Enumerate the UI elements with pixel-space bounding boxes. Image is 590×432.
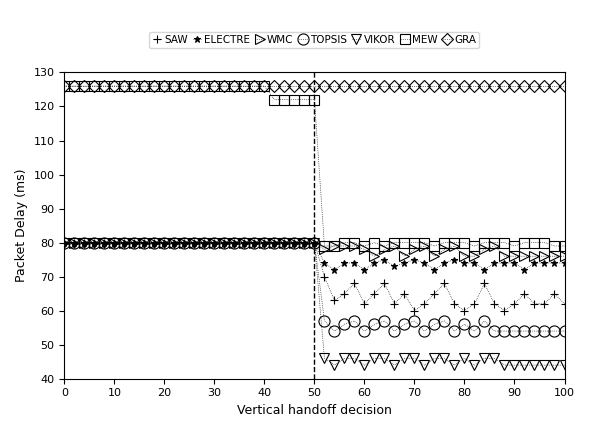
WMC	[431, 254, 438, 259]
ELECTRE	[431, 267, 438, 273]
ELECTRE	[221, 240, 228, 245]
TOPSIS	[551, 328, 558, 334]
MEW	[171, 83, 178, 89]
TOPSIS	[331, 328, 338, 334]
Line: GRA: GRA	[60, 82, 569, 90]
VIKOR	[211, 240, 218, 245]
X-axis label: Vertical handoff decision: Vertical handoff decision	[237, 404, 392, 417]
SAW	[411, 308, 418, 313]
VIKOR	[561, 362, 568, 368]
ELECTRE	[551, 260, 558, 266]
GRA	[221, 83, 228, 89]
WMC	[401, 254, 408, 259]
TOPSIS	[401, 322, 408, 327]
WMC	[61, 240, 68, 245]
Line: WMC: WMC	[60, 238, 569, 261]
ELECTRE	[331, 267, 338, 273]
VIKOR	[61, 240, 68, 245]
MEW	[221, 83, 228, 89]
VIKOR	[171, 240, 178, 245]
WMC	[561, 254, 568, 259]
ELECTRE	[401, 260, 408, 266]
VIKOR	[331, 362, 338, 368]
SAW	[391, 301, 398, 306]
MEW	[401, 240, 408, 245]
WMC	[551, 254, 558, 259]
VIKOR	[431, 356, 438, 361]
SAW	[551, 291, 558, 296]
MEW	[61, 83, 68, 89]
GRA	[61, 83, 68, 89]
MEW	[431, 243, 438, 248]
TOPSIS	[221, 240, 228, 245]
GRA	[391, 83, 398, 89]
ELECTRE	[211, 240, 218, 245]
TOPSIS	[61, 240, 68, 245]
Line: VIKOR: VIKOR	[60, 238, 569, 370]
SAW	[221, 240, 228, 245]
GRA	[211, 83, 218, 89]
ELECTRE	[171, 240, 178, 245]
Legend: SAW, ELECTRE, WMC, TOPSIS, VIKOR, MEW, GRA: SAW, ELECTRE, WMC, TOPSIS, VIKOR, MEW, G…	[149, 32, 480, 48]
WMC	[371, 254, 378, 259]
WMC	[221, 240, 228, 245]
MEW	[321, 243, 328, 248]
SAW	[171, 240, 178, 245]
TOPSIS	[171, 240, 178, 245]
WMC	[211, 240, 218, 245]
Line: MEW: MEW	[60, 81, 569, 251]
TOPSIS	[561, 328, 568, 334]
Line: ELECTRE: ELECTRE	[61, 239, 568, 273]
WMC	[171, 240, 178, 245]
TOPSIS	[211, 240, 218, 245]
MEW	[561, 243, 568, 248]
GRA	[551, 83, 558, 89]
Y-axis label: Packet Delay (ms): Packet Delay (ms)	[15, 169, 28, 283]
TOPSIS	[431, 322, 438, 327]
Line: TOPSIS: TOPSIS	[59, 237, 570, 337]
GRA	[561, 83, 568, 89]
SAW	[561, 301, 568, 306]
SAW	[431, 291, 438, 296]
SAW	[61, 240, 68, 245]
GRA	[171, 83, 178, 89]
GRA	[421, 83, 428, 89]
ELECTRE	[561, 260, 568, 266]
MEW	[211, 83, 218, 89]
SAW	[211, 240, 218, 245]
VIKOR	[401, 356, 408, 361]
MEW	[551, 243, 558, 248]
VIKOR	[551, 362, 558, 368]
VIKOR	[221, 240, 228, 245]
ELECTRE	[61, 240, 68, 245]
Line: SAW: SAW	[60, 238, 569, 315]
